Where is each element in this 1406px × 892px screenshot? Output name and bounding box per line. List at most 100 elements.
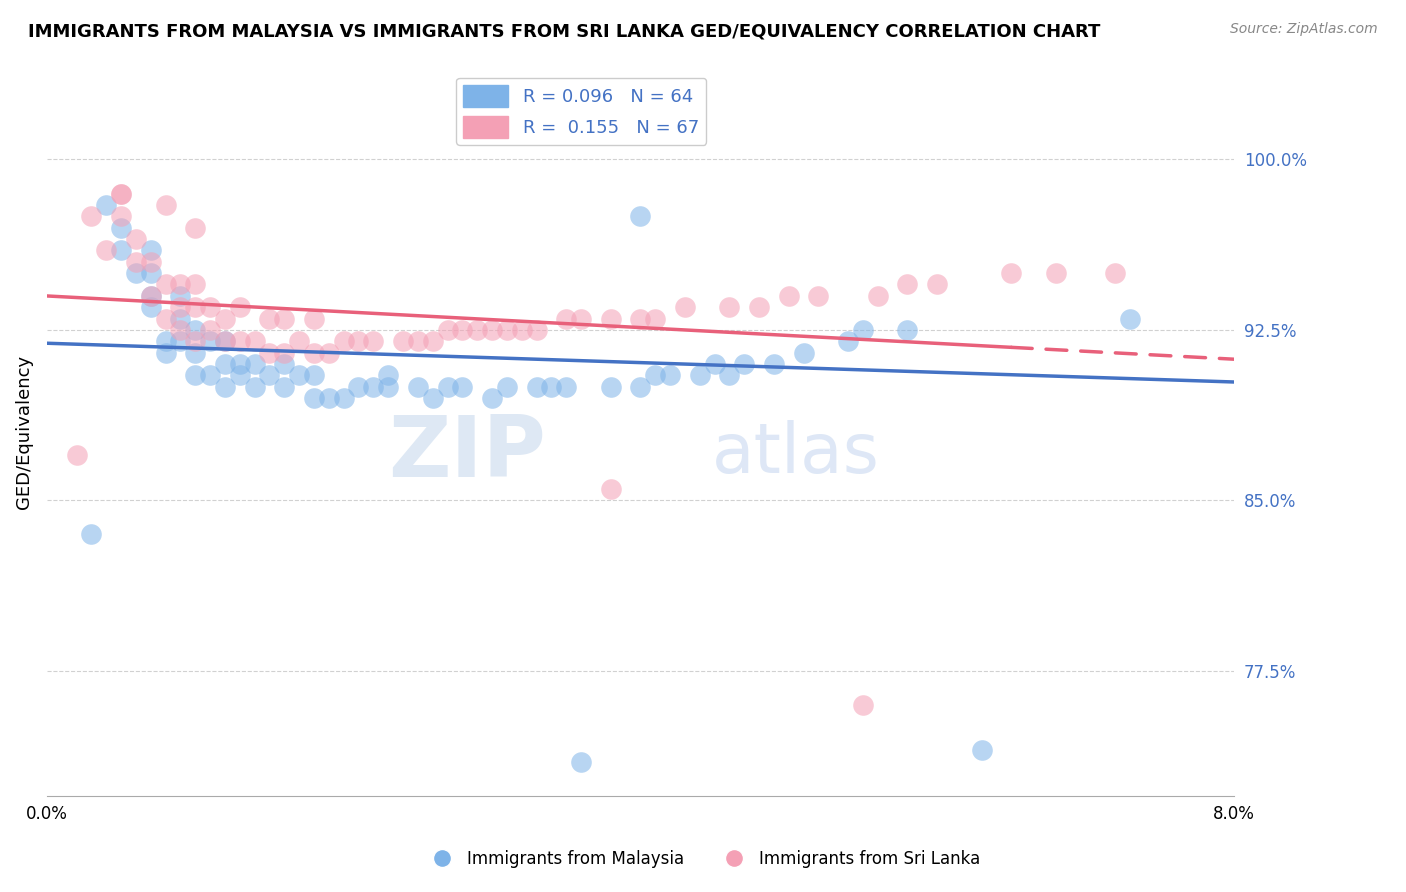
Point: [65, 448, 87, 462]
Point: [302, 368, 325, 383]
Point: [406, 380, 429, 394]
Point: [481, 391, 503, 405]
Point: [852, 698, 875, 712]
Point: [229, 357, 252, 371]
Point: [155, 277, 177, 292]
Point: [229, 368, 252, 383]
Point: [318, 345, 340, 359]
Point: [1104, 266, 1126, 280]
Point: [465, 323, 488, 337]
Point: [259, 345, 281, 359]
Point: [451, 380, 474, 394]
Point: [377, 368, 399, 383]
Point: [778, 289, 800, 303]
Point: [406, 334, 429, 349]
Point: [555, 380, 578, 394]
Point: [169, 300, 191, 314]
Point: [243, 380, 266, 394]
Point: [214, 357, 236, 371]
Point: [259, 368, 281, 383]
Point: [347, 334, 370, 349]
Point: [927, 277, 949, 292]
Point: [198, 368, 221, 383]
Point: [896, 277, 918, 292]
Point: [184, 300, 207, 314]
Point: [139, 254, 162, 268]
Point: [169, 334, 191, 349]
Point: [495, 323, 517, 337]
Point: [214, 334, 236, 349]
Text: ZIP: ZIP: [388, 412, 546, 495]
Point: [214, 334, 236, 349]
Point: [288, 334, 311, 349]
Point: [139, 289, 162, 303]
Point: [96, 244, 118, 258]
Point: [139, 244, 162, 258]
Point: [510, 323, 533, 337]
Point: [243, 357, 266, 371]
Point: [139, 289, 162, 303]
Point: [347, 380, 370, 394]
Point: [896, 323, 918, 337]
Point: [628, 380, 651, 394]
Point: [110, 186, 132, 201]
Point: [214, 311, 236, 326]
Point: [273, 345, 295, 359]
Point: [793, 345, 815, 359]
Point: [644, 311, 666, 326]
Point: [332, 334, 354, 349]
Point: [363, 334, 385, 349]
Point: [718, 368, 741, 383]
Point: [169, 277, 191, 292]
Point: [628, 311, 651, 326]
Point: [184, 368, 207, 383]
Point: [302, 311, 325, 326]
Point: [214, 380, 236, 394]
Point: [970, 743, 993, 757]
Point: [110, 244, 132, 258]
Point: [184, 220, 207, 235]
Point: [184, 334, 207, 349]
Point: [599, 311, 621, 326]
Point: [125, 266, 148, 280]
Point: [703, 357, 725, 371]
Point: [422, 334, 444, 349]
Point: [436, 380, 458, 394]
Point: [169, 289, 191, 303]
Point: [273, 380, 295, 394]
Point: [837, 334, 859, 349]
Point: [1000, 266, 1022, 280]
Point: [229, 334, 252, 349]
Point: [748, 300, 770, 314]
Point: [762, 357, 785, 371]
Point: [125, 232, 148, 246]
Y-axis label: GED/Equivalency: GED/Equivalency: [15, 355, 32, 509]
Point: [229, 300, 252, 314]
Point: [481, 323, 503, 337]
Point: [599, 482, 621, 496]
Point: [80, 527, 103, 541]
Point: [628, 209, 651, 223]
Point: [422, 391, 444, 405]
Point: [599, 380, 621, 394]
Point: [110, 220, 132, 235]
Point: [852, 323, 875, 337]
Point: [540, 380, 562, 394]
Point: [184, 345, 207, 359]
Point: [243, 334, 266, 349]
Point: [184, 277, 207, 292]
Point: [184, 323, 207, 337]
Point: [332, 391, 354, 405]
Point: [451, 323, 474, 337]
Point: [155, 334, 177, 349]
Point: [155, 311, 177, 326]
Point: [302, 391, 325, 405]
Point: [302, 345, 325, 359]
Point: [155, 198, 177, 212]
Point: [110, 186, 132, 201]
Point: [273, 357, 295, 371]
Text: Source: ZipAtlas.com: Source: ZipAtlas.com: [1230, 22, 1378, 37]
Point: [436, 323, 458, 337]
Point: [363, 380, 385, 394]
Point: [555, 311, 578, 326]
